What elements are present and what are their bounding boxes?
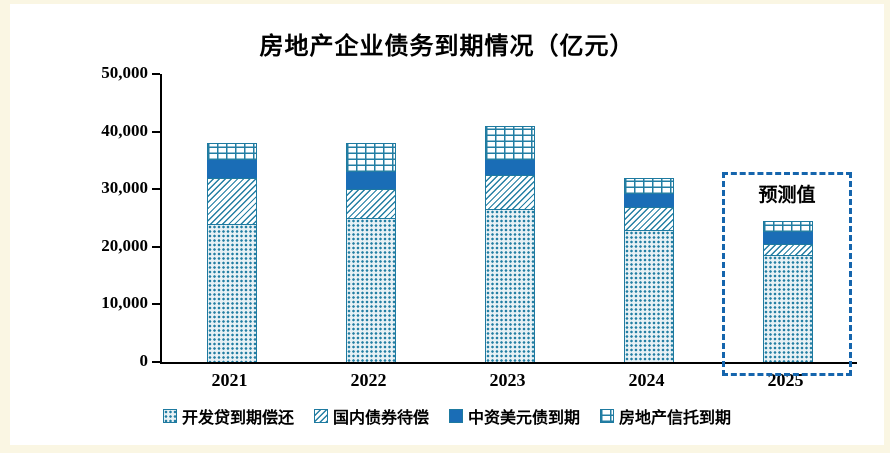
bar-2024 bbox=[623, 177, 674, 362]
segment-国内债券待偿 bbox=[345, 189, 396, 218]
debt-maturity-chart: 房地产企业债务到期情况（亿元） 0 10,000 20,000 30,000 40,00… bbox=[10, 4, 884, 445]
segment-国内债券待偿 bbox=[206, 177, 257, 224]
chart-panel: 房地产企业债务到期情况（亿元） 0 10,000 20,000 30,000 40,00… bbox=[10, 4, 884, 445]
y-tick-label: 20,000 bbox=[101, 235, 148, 255]
segment-房地产信托到期 bbox=[206, 143, 257, 161]
segment-中资美元债到期 bbox=[206, 160, 257, 178]
segment-房地产信托到期 bbox=[623, 177, 674, 194]
x-tick-label-2022: 2022 bbox=[350, 370, 387, 390]
segment-房地产信托到期 bbox=[345, 143, 396, 172]
segment-开发贷到期偿还 bbox=[345, 218, 396, 362]
x-tick-label-2021: 2021 bbox=[211, 370, 248, 390]
segment-开发贷到期偿还 bbox=[484, 209, 535, 362]
segment-开发贷到期偿还 bbox=[206, 223, 257, 362]
legend-label: 开发贷到期偿还 bbox=[181, 410, 294, 427]
plot-area bbox=[160, 74, 857, 364]
legend-swatch-solid-icon bbox=[449, 409, 463, 423]
y-tick-mark bbox=[152, 361, 160, 363]
y-tick-mark bbox=[152, 245, 160, 248]
legend: 开发贷到期偿还 国内债券待偿 中资美元债到期 房地产信托到期 bbox=[10, 404, 884, 428]
segment-中资美元债到期 bbox=[345, 171, 396, 190]
legend-swatch-hatch-icon bbox=[313, 409, 328, 423]
legend-item: 开发贷到期偿还 bbox=[162, 404, 294, 428]
bar-2022 bbox=[345, 143, 396, 362]
x-tick-label-2023: 2023 bbox=[489, 370, 526, 390]
legend-swatch-brick-icon bbox=[600, 409, 615, 423]
y-tick-label: 30,000 bbox=[101, 178, 148, 198]
forecast-label: 预测值 bbox=[758, 185, 816, 206]
legend-swatch-dots-icon bbox=[162, 409, 177, 423]
bar-2021 bbox=[206, 143, 257, 362]
y-tick-mark bbox=[152, 73, 160, 75]
bar-2023 bbox=[484, 125, 535, 362]
y-tick-label: 50,000 bbox=[101, 63, 148, 82]
legend-label: 房地产信托到期 bbox=[619, 410, 732, 427]
segment-中资美元债到期 bbox=[762, 232, 813, 244]
segment-房地产信托到期 bbox=[762, 220, 813, 233]
y-tick-mark bbox=[152, 303, 160, 306]
y-tick-mark bbox=[152, 130, 160, 133]
segment-房地产信托到期 bbox=[484, 125, 535, 161]
segment-开发贷到期偿还 bbox=[623, 229, 674, 362]
legend-item: 国内债券待偿 bbox=[313, 404, 429, 428]
y-tick-label: 0 bbox=[139, 351, 149, 370]
y-tick-label: 10,000 bbox=[101, 293, 148, 313]
legend-label: 国内债券待偿 bbox=[332, 410, 429, 427]
legend-label: 中资美元债到期 bbox=[468, 410, 581, 427]
segment-国内债券待偿 bbox=[623, 206, 674, 230]
segment-国内债券待偿 bbox=[484, 174, 535, 210]
y-tick-label: 40,000 bbox=[101, 120, 148, 140]
legend-item: 房地产信托到期 bbox=[600, 404, 731, 428]
segment-国内债券待偿 bbox=[762, 243, 813, 256]
segment-开发贷到期偿还 bbox=[762, 255, 813, 362]
legend-item: 中资美元债到期 bbox=[449, 404, 580, 428]
segment-中资美元债到期 bbox=[623, 193, 674, 207]
bar-2025 bbox=[762, 220, 813, 362]
segment-中资美元债到期 bbox=[484, 160, 535, 175]
forecast-annotation-box: 预测值 bbox=[722, 172, 852, 376]
chart-title: 房地产企业债务到期情况（亿元） bbox=[259, 34, 635, 60]
x-tick-label-2024: 2024 bbox=[628, 370, 665, 390]
y-tick-mark bbox=[152, 188, 160, 191]
